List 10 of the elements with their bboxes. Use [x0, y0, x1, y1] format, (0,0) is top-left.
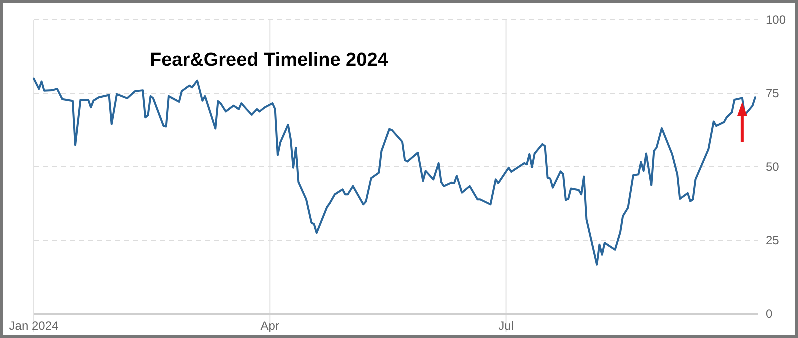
y-tick-label: 100 — [766, 13, 786, 28]
y-tick-label: 0 — [766, 307, 773, 322]
x-tick-label: Jul — [498, 319, 514, 333]
y-tick-label: 75 — [766, 86, 780, 101]
x-tick-label: Apr — [260, 319, 280, 333]
x-tick-label: Jan 2024 — [9, 319, 60, 333]
y-tick-label: 50 — [766, 160, 780, 174]
line-series — [33, 78, 756, 266]
y-tick-label: 25 — [766, 234, 780, 248]
text: Fear&Greed Timeline 2024 — [150, 50, 389, 71]
